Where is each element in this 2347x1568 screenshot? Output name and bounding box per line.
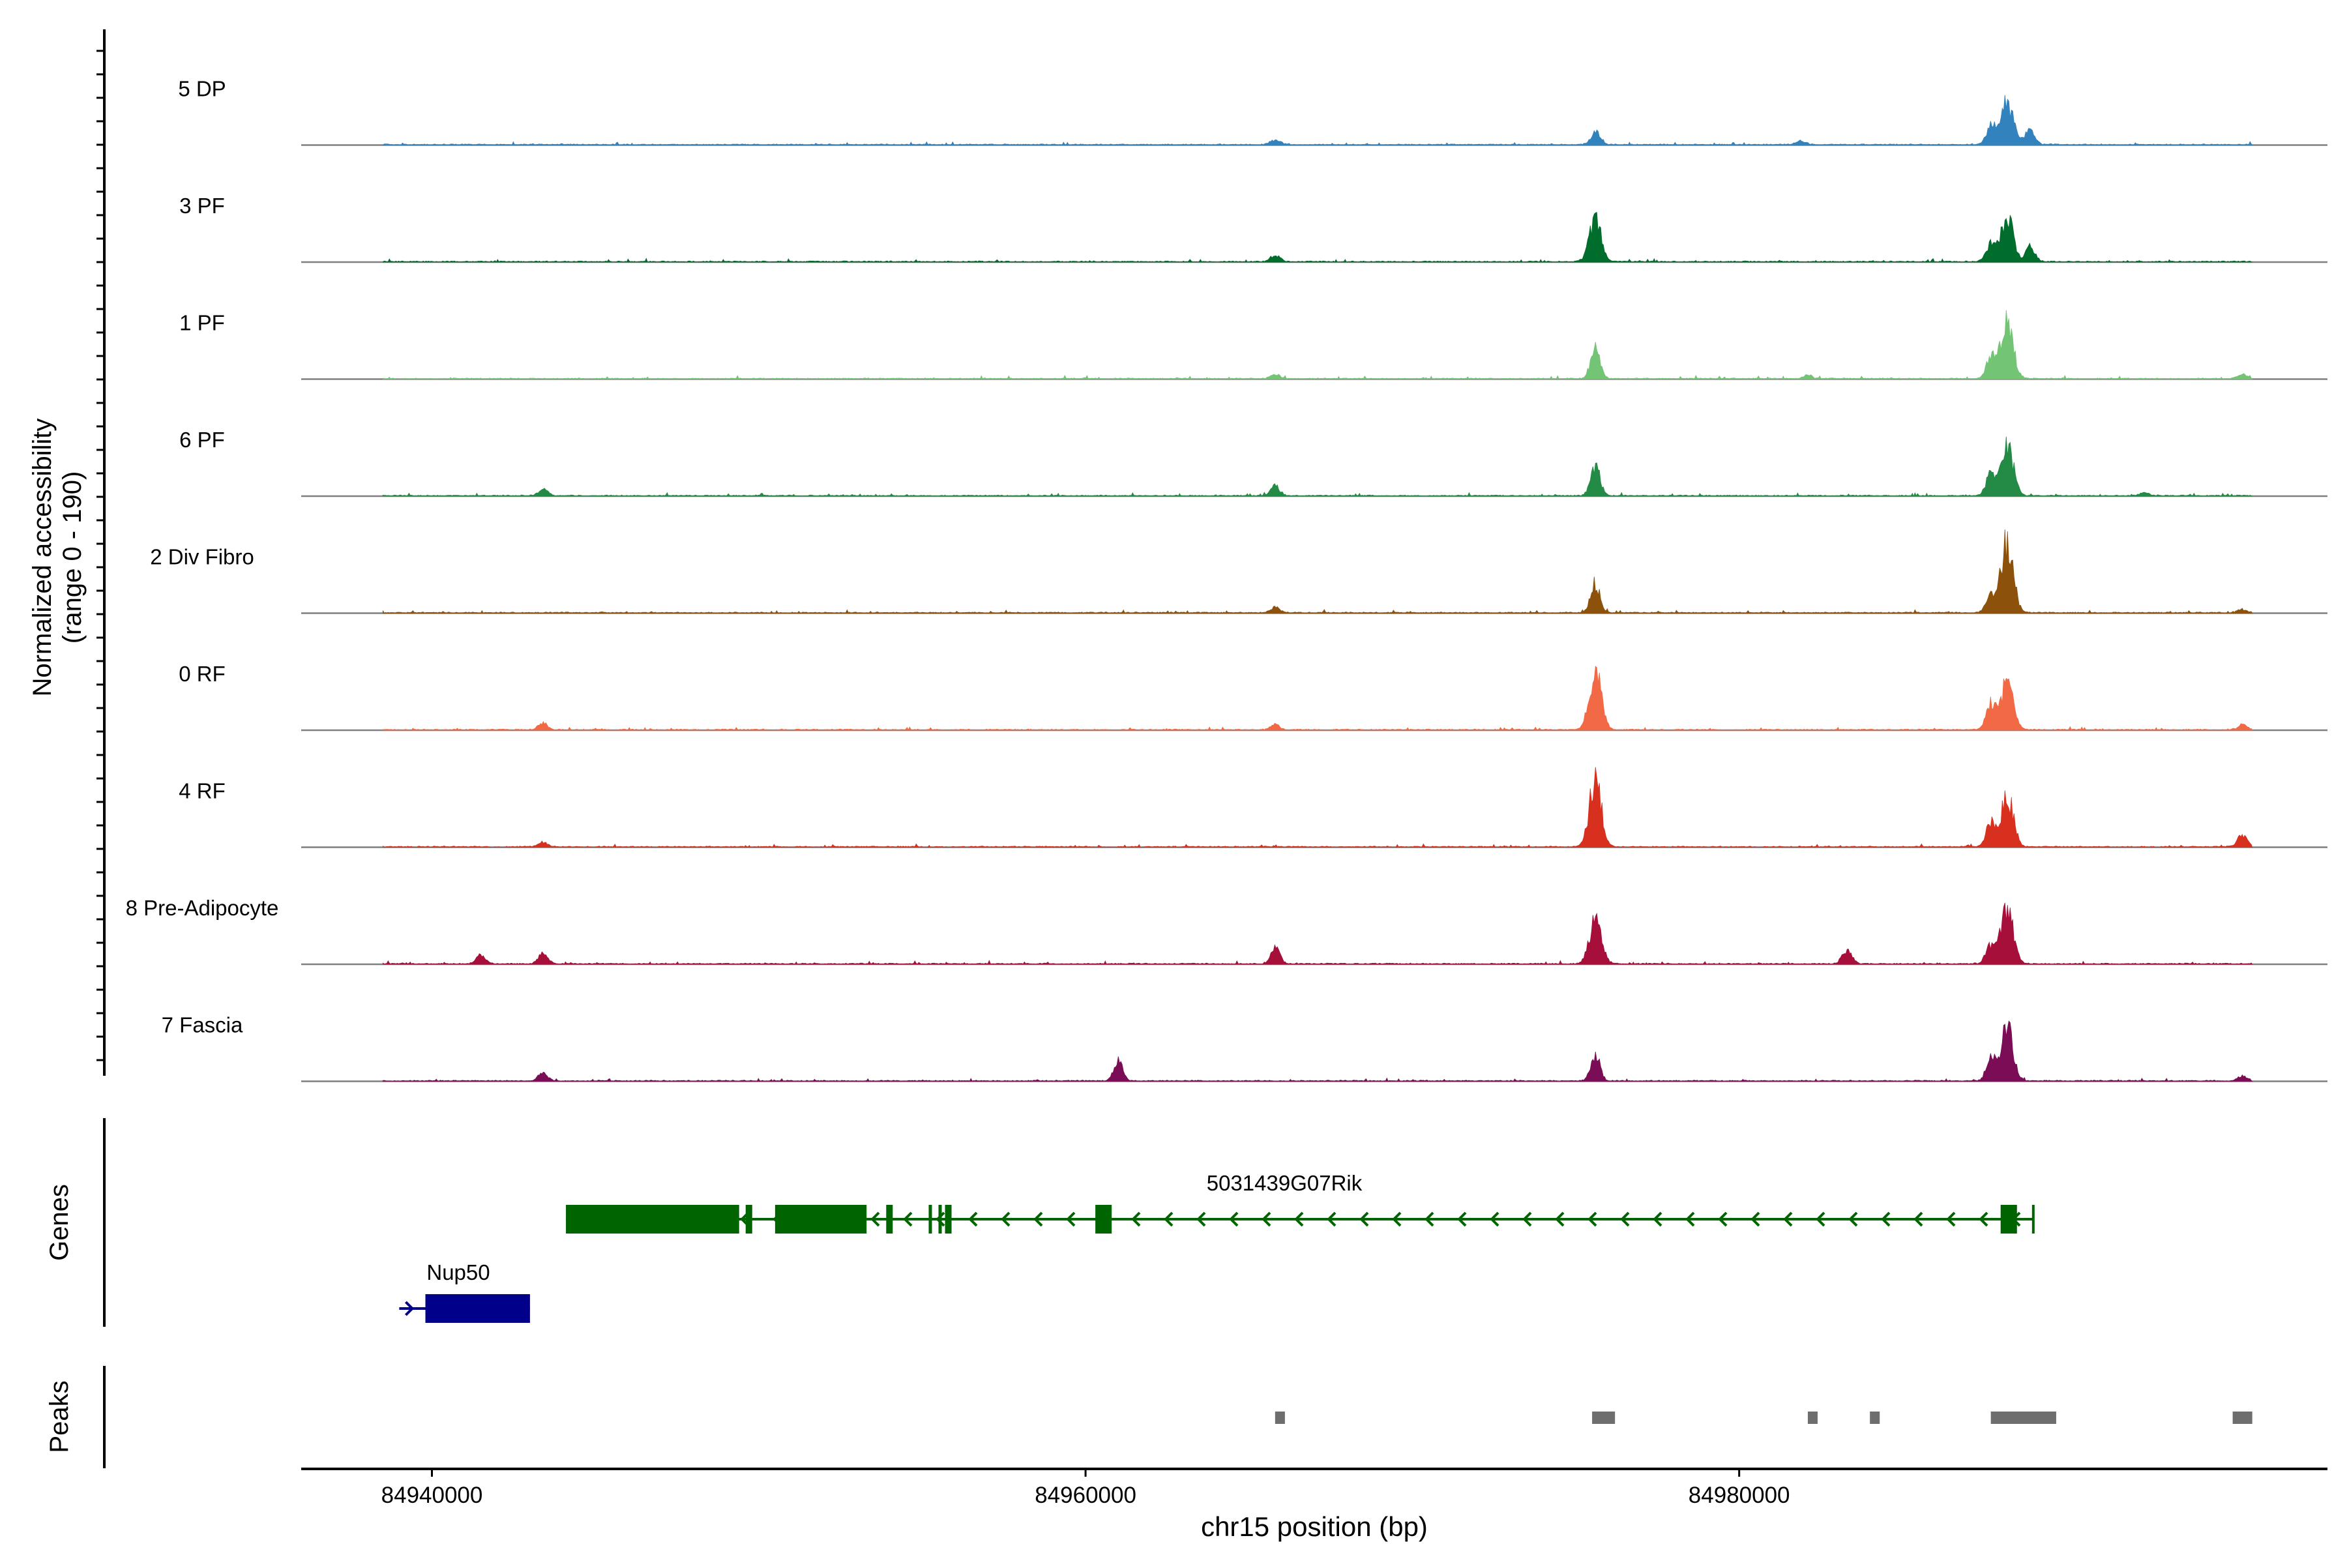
track-3-pf: 3 PF <box>179 194 2327 263</box>
strand-arrow <box>1620 1211 1630 1227</box>
coverage-y-label-line1: Normalized accessibility <box>28 419 57 697</box>
track-8-pre-adipocyte: 8 Pre-Adipocyte <box>126 896 2327 966</box>
strand-arrow <box>870 1211 880 1227</box>
track-6-pf: 6 PF <box>179 428 2327 497</box>
strand-arrow <box>936 1211 945 1227</box>
x-axis-label: chr15 position (bp) <box>1201 1511 1428 1542</box>
strand-arrow <box>1816 1211 1825 1227</box>
strand-arrow <box>1424 1211 1434 1227</box>
x-tick-label: 84960000 <box>1035 1483 1136 1508</box>
x-tick-label: 84940000 <box>381 1483 483 1508</box>
strand-arrow <box>968 1211 978 1227</box>
strand-arrow <box>1979 1211 1988 1227</box>
strand-arrow <box>1653 1211 1662 1227</box>
track-label: 5 DP <box>178 77 226 101</box>
strand-arrow <box>1946 1211 1956 1227</box>
peak-region <box>1807 1412 1818 1424</box>
exon <box>928 1205 932 1234</box>
peaks-panel-label: Peaks <box>45 1380 74 1453</box>
strand-arrow <box>1783 1211 1793 1227</box>
coverage-area-7-fascia <box>382 1020 2253 1082</box>
track-0-rf: 0 RF <box>179 662 2327 732</box>
coverage-area-0-rf <box>382 666 2253 731</box>
track-label: 7 Fascia <box>162 1013 243 1037</box>
strand-arrow <box>1881 1211 1891 1227</box>
track-label: 4 RF <box>179 779 226 803</box>
strand-arrow <box>1685 1211 1695 1227</box>
x-axis-ticks: 84940000 84960000 84980000 <box>381 1469 1790 1508</box>
peak-region <box>2232 1412 2252 1424</box>
track-5-dp: 5 DP <box>178 77 2327 146</box>
coverage-area-1-pf <box>382 310 2253 380</box>
coverage-tracks: 5 DP 3 PF 1 PF 6 PF 2 Div Fibro 0 RF 4 RF 8 Pre… <box>126 77 2327 1082</box>
strand-arrow <box>1066 1211 1076 1227</box>
strand-arrow <box>1522 1211 1532 1227</box>
exon <box>425 1294 530 1323</box>
strand-arrow <box>1848 1211 1858 1227</box>
strand-arrow <box>1262 1211 1271 1227</box>
exon <box>938 1205 942 1234</box>
track-label: 8 Pre-Adipocyte <box>126 896 279 920</box>
strand-arrow <box>1359 1211 1369 1227</box>
coverage-y-label-line2: (range 0 - 190) <box>58 471 87 644</box>
strand-arrow <box>1294 1211 1304 1227</box>
strand-arrow <box>1131 1211 1141 1227</box>
coverage-area-4-rf <box>382 767 2253 848</box>
track-7-fascia: 7 Fascia <box>162 1013 2327 1082</box>
track-2-div-fibro: 2 Div Fibro <box>150 529 2327 614</box>
exon <box>945 1205 952 1234</box>
peak-region <box>1870 1412 1880 1424</box>
x-tick-label: 84980000 <box>1689 1483 1790 1508</box>
exon <box>886 1205 893 1234</box>
strand-arrow <box>1033 1211 1043 1227</box>
strand-arrow <box>1327 1211 1336 1227</box>
peak-region <box>1592 1412 1616 1424</box>
track-label: 1 PF <box>179 311 225 335</box>
exon <box>745 1205 752 1234</box>
strand-arrow <box>1392 1211 1402 1227</box>
strand-arrow <box>1001 1211 1011 1227</box>
coverage-y-ticks <box>96 50 104 1061</box>
peak-region <box>1990 1412 2056 1424</box>
strand-arrow <box>1229 1211 1239 1227</box>
genes-panel-label: Genes <box>45 1184 74 1261</box>
coverage-area-2-div-fibro <box>382 529 2253 614</box>
track-4-rf: 4 RF <box>179 767 2327 848</box>
exon <box>1095 1205 1112 1234</box>
strand-arrow <box>1587 1211 1597 1227</box>
gene-label: 5031439G07Rik <box>1207 1171 1363 1195</box>
gene-nup50: Nup50 <box>399 1260 530 1323</box>
strand-arrow <box>1490 1211 1499 1227</box>
exon <box>566 1205 739 1234</box>
strand-arrow <box>1718 1211 1728 1227</box>
track-label: 2 Div Fibro <box>150 545 254 569</box>
peak-track <box>1275 1412 2252 1424</box>
strand-arrow <box>1555 1211 1565 1227</box>
track-label: 0 RF <box>179 662 226 686</box>
gene-track: 5031439G07Rik Nup50 <box>399 1171 2035 1323</box>
coverage-area-5-dp <box>382 95 2253 146</box>
strand-arrow <box>903 1211 913 1227</box>
strand-arrow <box>1457 1211 1467 1227</box>
strand-arrow <box>1164 1211 1174 1227</box>
strand-arrow <box>1913 1211 1923 1227</box>
exon <box>775 1205 867 1234</box>
coverage-area-3-pf <box>382 212 2252 263</box>
peak-region <box>1275 1412 1285 1424</box>
strand-arrow <box>1196 1211 1206 1227</box>
strand-arrow <box>1750 1211 1760 1227</box>
gene-label: Nup50 <box>426 1260 490 1284</box>
strand-arrow <box>404 1301 415 1316</box>
exon <box>2000 1205 2017 1234</box>
coverage-area-8-pre-adipocyte <box>382 902 2253 965</box>
track-1-pf: 1 PF <box>179 310 2327 380</box>
track-label: 3 PF <box>179 194 225 218</box>
coverage-area-6-pf <box>382 436 2252 497</box>
track-label: 6 PF <box>179 428 225 452</box>
gene-5031439g07rik: 5031439G07Rik <box>566 1171 2035 1234</box>
